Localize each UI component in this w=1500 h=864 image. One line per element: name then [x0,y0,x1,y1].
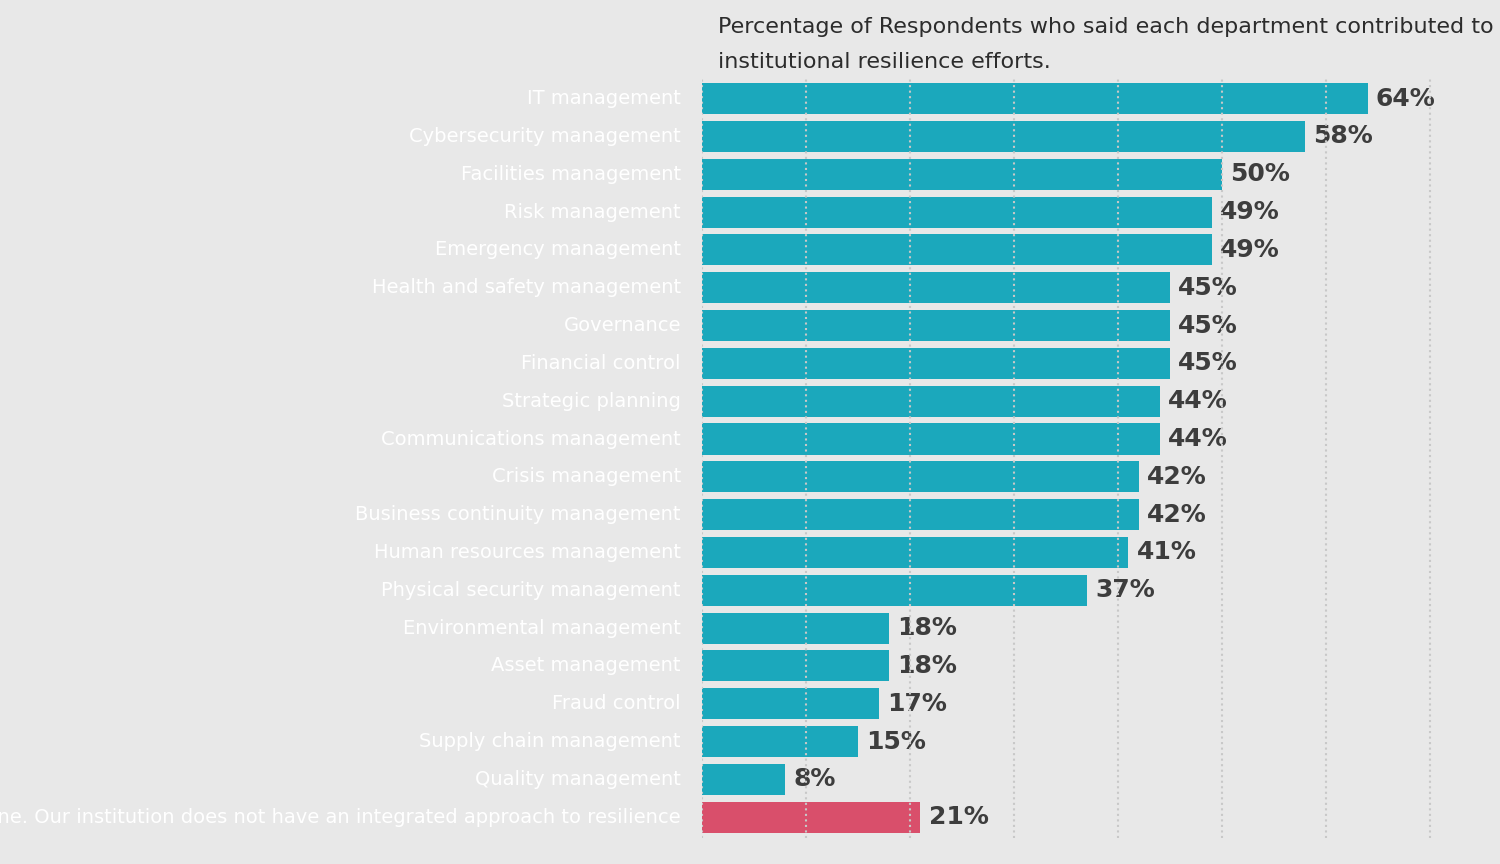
Text: 45%: 45% [1179,352,1238,375]
Text: 42%: 42% [1148,465,1208,489]
Text: 64%: 64% [1376,86,1436,111]
Text: 18%: 18% [897,654,957,678]
Text: 41%: 41% [1137,541,1197,564]
Bar [702,121,1305,152]
Text: 8%: 8% [794,767,836,791]
Bar [702,764,784,795]
Text: 50%: 50% [1230,162,1290,187]
Text: IT management: IT management [526,89,681,108]
Text: None. Our institution does not have an integrated approach to resilience: None. Our institution does not have an i… [0,808,681,827]
Text: Cybersecurity management: Cybersecurity management [410,127,681,146]
Text: Communications management: Communications management [381,429,681,448]
Text: Percentage of Respondents who said each department contributed to integrate: Percentage of Respondents who said each … [717,17,1500,37]
Text: 49%: 49% [1220,200,1280,224]
Text: 17%: 17% [886,692,946,715]
Bar [702,83,1368,114]
Text: Human resources management: Human resources management [374,543,681,562]
Text: Financial control: Financial control [522,354,681,373]
Bar [702,272,1170,303]
Text: 21%: 21% [928,805,988,829]
Text: institutional resilience efforts.: institutional resilience efforts. [717,52,1050,73]
Bar [702,348,1170,378]
Text: Quality management: Quality management [476,770,681,789]
Text: Health and safety management: Health and safety management [372,278,681,297]
Bar [702,423,1160,454]
Bar [702,802,921,833]
Text: 45%: 45% [1179,314,1238,338]
Text: Supply chain management: Supply chain management [420,732,681,751]
Text: Emergency management: Emergency management [435,240,681,259]
Bar [702,689,879,720]
Bar [702,613,889,644]
Text: Facilities management: Facilities management [460,165,681,184]
Bar [702,234,1212,265]
Text: 18%: 18% [897,616,957,640]
Text: Environmental management: Environmental management [404,619,681,638]
Text: Crisis management: Crisis management [492,467,681,486]
Text: 45%: 45% [1179,276,1238,300]
Text: Fraud control: Fraud control [552,695,681,714]
Bar [702,385,1160,416]
Bar [702,310,1170,341]
Bar [702,461,1138,492]
Text: Business continuity management: Business continuity management [356,505,681,524]
Text: 58%: 58% [1314,124,1374,149]
Bar [702,537,1128,568]
Text: 44%: 44% [1168,427,1227,451]
Bar [702,726,858,757]
Text: 49%: 49% [1220,238,1280,262]
Text: 42%: 42% [1148,503,1208,527]
Bar [702,499,1138,530]
Text: 15%: 15% [867,729,925,753]
Bar [702,575,1088,606]
Text: Governance: Governance [564,316,681,335]
Text: Physical security management: Physical security management [381,581,681,600]
Bar [702,196,1212,227]
Text: 44%: 44% [1168,389,1227,413]
Text: Asset management: Asset management [492,657,681,676]
Text: Risk management: Risk management [504,202,681,221]
Bar [702,159,1222,190]
Text: Strategic planning: Strategic planning [503,391,681,410]
Bar [702,651,889,682]
Text: 37%: 37% [1095,578,1155,602]
